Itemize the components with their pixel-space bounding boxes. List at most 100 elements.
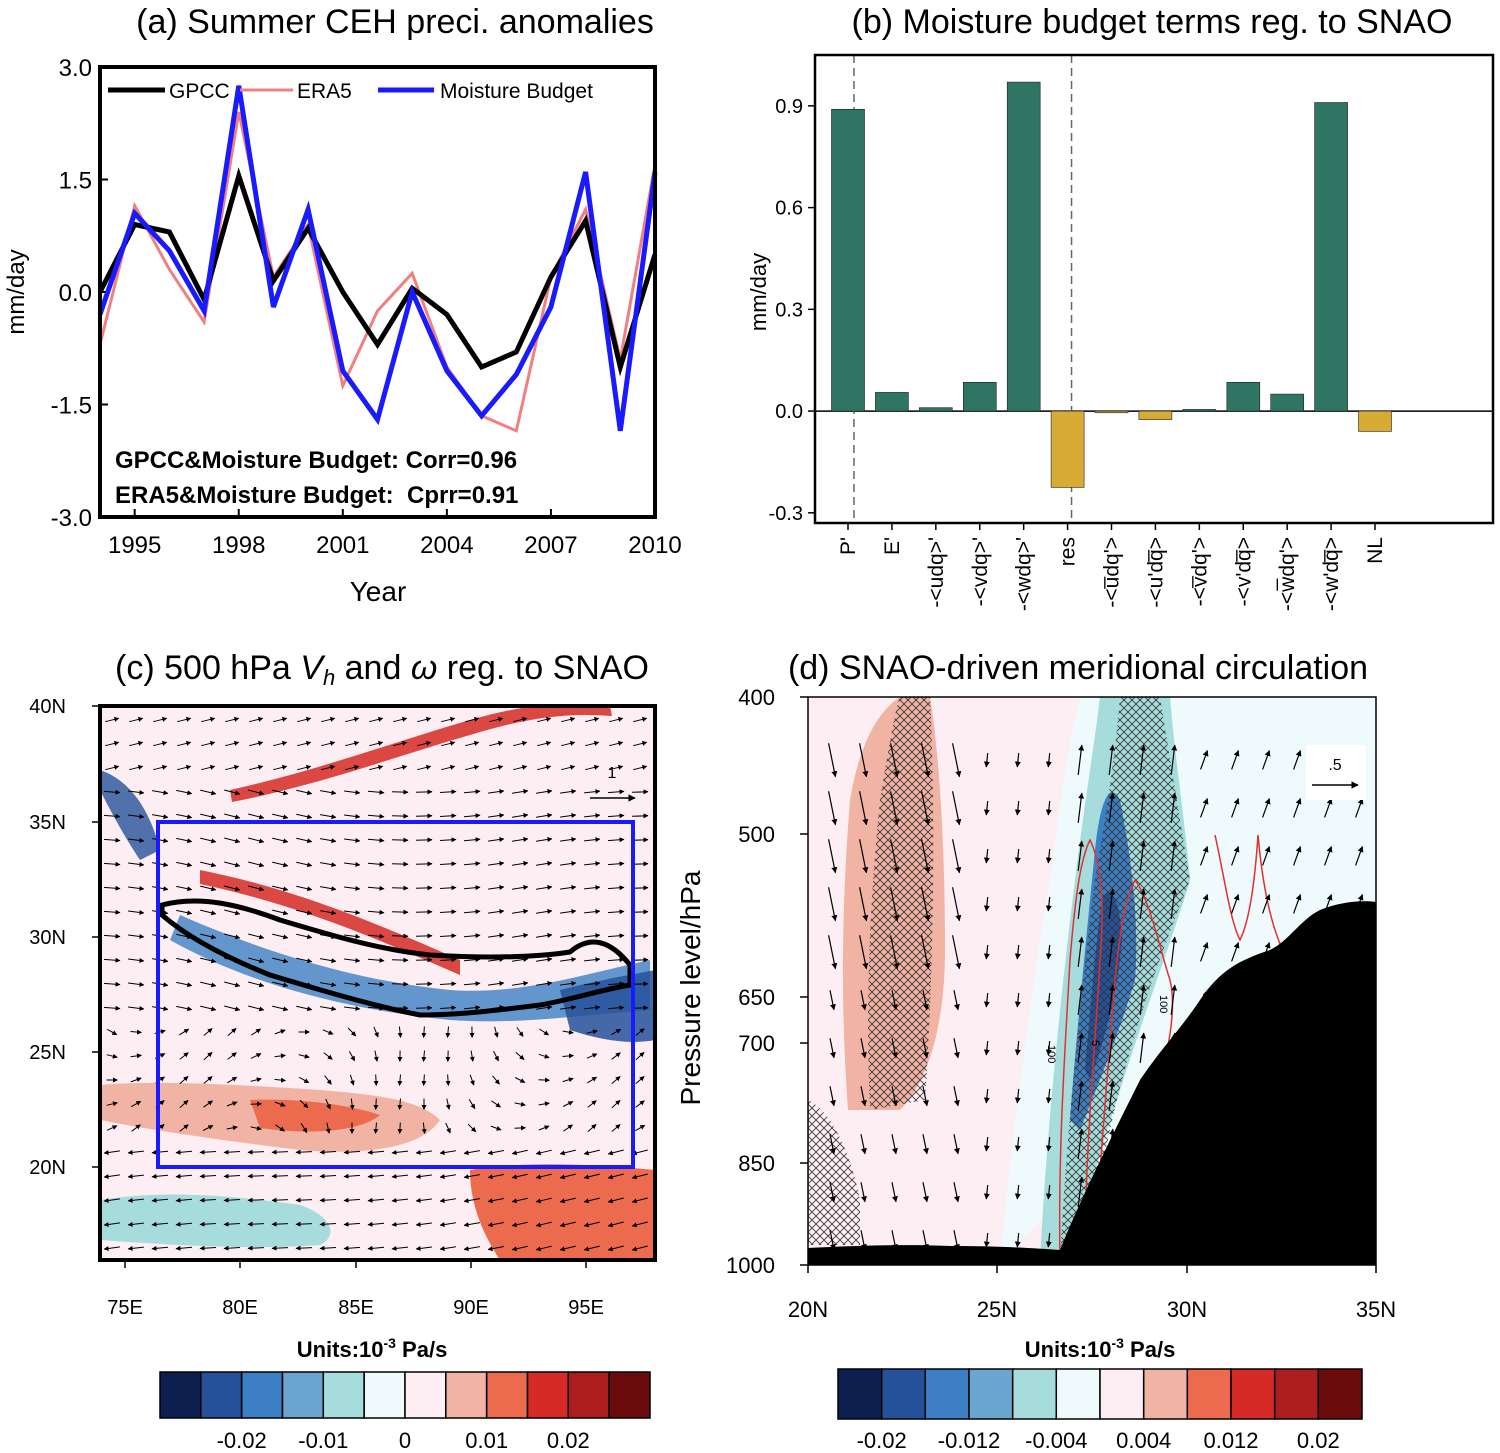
wind-vector: [463, 981, 481, 987]
wind-vector: [295, 1197, 313, 1203]
wind-vector: [320, 1006, 337, 1012]
wind-vector: [345, 740, 360, 747]
wind-vector: [829, 1134, 836, 1155]
panel-b-ylabel: mm/day: [746, 253, 771, 331]
b-xtick-label: -<u'dq̅>: [1144, 537, 1167, 608]
wind-vector: [953, 1038, 960, 1059]
wind-vector: [635, 1028, 645, 1036]
wind-vector: [513, 716, 528, 723]
wind-vector: [1077, 936, 1085, 967]
wind-vector: [296, 909, 313, 916]
wind-vector: [151, 1221, 169, 1227]
wind-vector: [367, 1197, 385, 1203]
wind-vector: [128, 981, 145, 987]
panel-c-ref-label: 1: [608, 765, 617, 782]
wind-vector: [224, 933, 241, 940]
wind-vector: [176, 837, 193, 844]
wind-vector: [859, 839, 869, 874]
wind-vector: [536, 885, 553, 890]
wind-vector: [953, 1086, 960, 1107]
wind-vector: [1231, 942, 1240, 962]
wind-vector: [469, 1074, 475, 1086]
wind-vector: [274, 1077, 286, 1083]
wind-vector: [199, 1245, 217, 1251]
wind-vector: [631, 1245, 648, 1252]
wind-vector: [1262, 750, 1271, 770]
wind-vector: [828, 791, 838, 826]
d-colorbar-swatch: [924, 1368, 970, 1420]
d-colorbar-swatch: [1186, 1368, 1232, 1420]
wind-vector: [487, 1246, 504, 1252]
panel-b-frame: [813, 53, 1495, 525]
wind-vector: [890, 839, 900, 874]
d-colorbar-label: -0.012: [938, 1428, 1000, 1453]
bar-0: [831, 109, 865, 412]
a-xtick-label: 2010: [628, 532, 681, 559]
wind-vector: [829, 990, 836, 1011]
wind-vector: [463, 909, 481, 915]
c-colorbar-swatch: [281, 1371, 325, 1419]
wind-vector: [1014, 1136, 1021, 1152]
wind-vector: [151, 1245, 169, 1251]
wind-vector: [921, 791, 931, 826]
wind-vector: [421, 1122, 427, 1134]
wind-vector: [953, 1182, 960, 1203]
wind-vector: [391, 1149, 409, 1155]
wind-vector: [1045, 896, 1052, 912]
wind-vector: [128, 909, 145, 915]
wind-vector: [296, 1005, 313, 1012]
wind-vector: [1045, 1232, 1052, 1248]
c-xtick-label: 90E: [453, 1297, 489, 1319]
wind-vector: [512, 813, 529, 818]
bar-8: [1182, 409, 1217, 412]
a-ytick-label: 0.0: [59, 280, 92, 307]
b-ytick-label: 0.0: [775, 401, 803, 423]
c-colorbar-swatch: [608, 1371, 651, 1419]
wind-vector: [319, 1149, 337, 1155]
wind-vector: [634, 1124, 646, 1132]
wind-vector: [439, 933, 457, 939]
wind-vector: [1139, 888, 1147, 919]
wind-vector: [584, 909, 601, 915]
d-colorbar-swatch: [1011, 1368, 1058, 1420]
c-colorbar-label: 0.01: [465, 1428, 508, 1453]
d-ytick-label: 700: [738, 1031, 775, 1056]
wind-vector: [421, 1050, 427, 1062]
wind-vector: [344, 933, 361, 939]
wind-vector: [344, 909, 361, 915]
c-xtick-label: 85E: [338, 1297, 374, 1319]
wind-vector: [952, 791, 962, 826]
b-xtick-label: -<wdq>': [1013, 537, 1036, 611]
c-colorbar-label: -0.01: [298, 1428, 348, 1453]
wind-vector: [130, 1077, 142, 1083]
wind-vector: [439, 1174, 456, 1179]
wind-vector: [512, 957, 529, 962]
wind-vector: [103, 1222, 120, 1227]
wind-vector: [489, 716, 504, 723]
wind-vector: [415, 1197, 432, 1203]
wind-vector: [103, 861, 121, 867]
tibetan-plateau-outline: [159, 898, 633, 1018]
wind-vector: [859, 935, 869, 970]
wind-vector: [179, 1124, 189, 1132]
wind-vector: [512, 837, 529, 842]
a-xtick-label: 1995: [108, 532, 161, 559]
wind-vector: [829, 1230, 836, 1251]
wind-vector: [828, 743, 838, 778]
wind-vector: [586, 1029, 598, 1035]
wind-vector: [1014, 1184, 1021, 1200]
wind-vector: [1077, 1128, 1085, 1159]
panel-c-x-ticks: 75E 80E 85E 90E 95E: [107, 1260, 604, 1319]
wind-vector: [439, 1222, 456, 1227]
wind-vector: [397, 1098, 403, 1110]
d-colorbar-swatch: [1099, 1368, 1145, 1420]
b-xtick-label: -<v̅dq'>: [1188, 537, 1211, 606]
bar-12: [1358, 410, 1392, 432]
b-xtick-label: NL: [1364, 537, 1387, 564]
wind-vector: [1231, 846, 1240, 866]
wind-vector: [1262, 894, 1271, 914]
wind-vector: [271, 1149, 289, 1155]
wind-vector: [560, 837, 577, 842]
wind-vector: [583, 1197, 600, 1204]
wind-vector: [536, 933, 553, 938]
